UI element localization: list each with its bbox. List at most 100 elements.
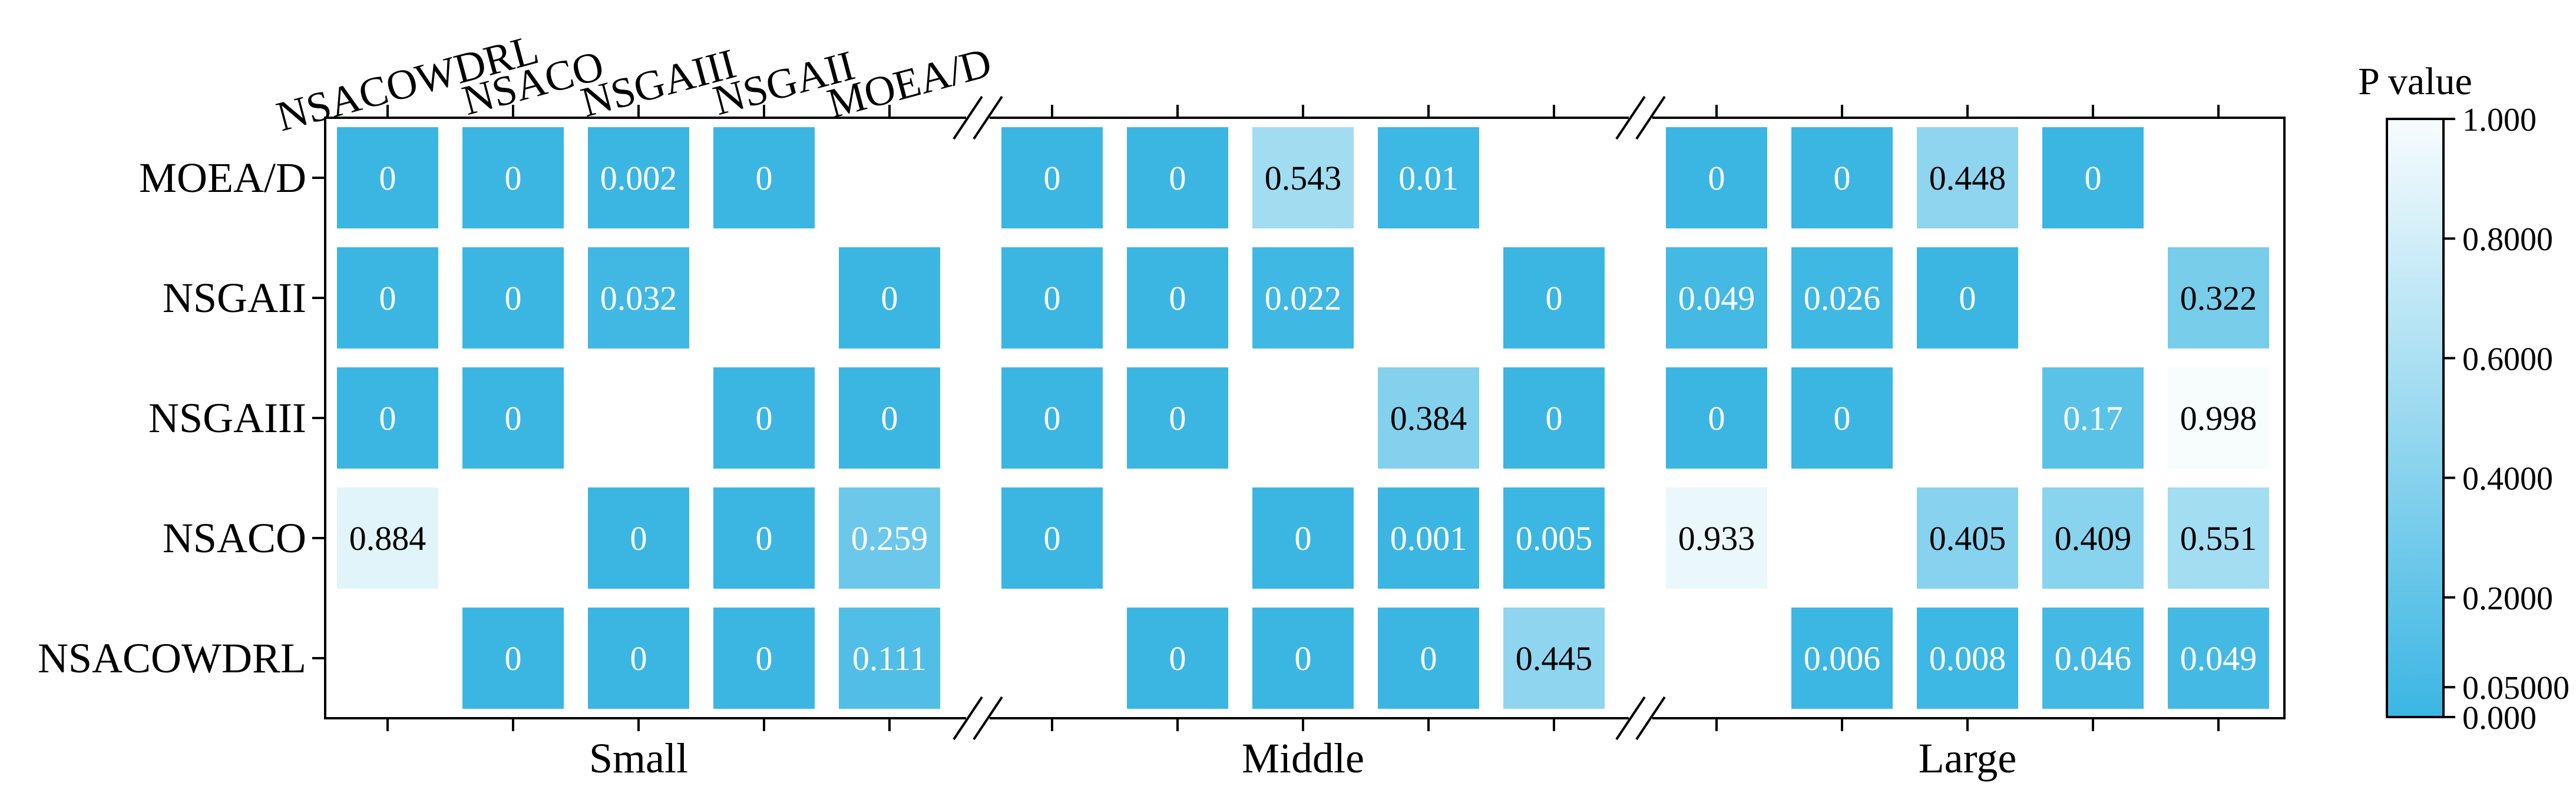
heatmap-cell bbox=[588, 247, 689, 349]
cell-value-label: 0 bbox=[379, 159, 396, 197]
heatmap-cell bbox=[1378, 487, 1479, 589]
heatmap-cell bbox=[337, 487, 438, 589]
cell-value-label: 0 bbox=[1169, 639, 1186, 678]
cell-value-label: 0 bbox=[1044, 279, 1061, 317]
cell-value-label: 0.17 bbox=[2063, 399, 2123, 437]
cell-value-label: 0.049 bbox=[2180, 639, 2257, 678]
cell-value-label: 0 bbox=[756, 639, 773, 678]
cell-value-label: 0 bbox=[1169, 159, 1186, 197]
cell-value-label: 0 bbox=[630, 519, 647, 558]
heatmap-cell bbox=[588, 127, 689, 228]
heatmap-cell bbox=[1666, 247, 1767, 349]
heatmap-cell bbox=[1127, 608, 1228, 709]
cell-value-label: 0.022 bbox=[1265, 279, 1342, 317]
heatmap-cell bbox=[2168, 367, 2269, 469]
heatmap-cell bbox=[2168, 608, 2269, 709]
colorbar-title: P value bbox=[2358, 60, 2472, 103]
heatmap-cell bbox=[2042, 367, 2144, 469]
cell-value-label: 0.005 bbox=[1516, 519, 1593, 558]
heatmap-cell bbox=[1127, 127, 1228, 228]
cell-value-label: 0.032 bbox=[600, 279, 677, 317]
heatmap-cell bbox=[337, 367, 438, 469]
cell-value-label: 0 bbox=[1044, 519, 1061, 558]
heatmap-cell bbox=[1791, 247, 1893, 349]
cell-value-label: 0 bbox=[756, 159, 773, 197]
group-label: Large bbox=[1919, 735, 2017, 782]
heatmap-cell bbox=[1001, 127, 1103, 228]
cell-value-label: 0.543 bbox=[1265, 159, 1342, 197]
cell-value-label: 0 bbox=[1420, 639, 1437, 678]
heatmap-cell bbox=[1666, 367, 1767, 469]
colorbar-tick-label: 0.6000 bbox=[2462, 341, 2553, 377]
cell-value-label: 0.001 bbox=[1390, 519, 1467, 558]
heatmap-cell bbox=[1001, 487, 1103, 589]
axis-break-mark bbox=[1615, 696, 1646, 741]
cell-value-label: 0.322 bbox=[2180, 279, 2257, 317]
heatmap-cell bbox=[1917, 608, 2018, 709]
cell-value-label: 0 bbox=[379, 399, 396, 437]
colorbar-tick-label: 0.05000 bbox=[2462, 670, 2570, 706]
cell-value-label: 0 bbox=[1834, 399, 1851, 437]
cell-value-label: 0 bbox=[1708, 159, 1725, 197]
cell-value-label: 0 bbox=[505, 159, 522, 197]
heatmap-cell bbox=[1503, 247, 1605, 349]
colorbar-bar bbox=[2386, 118, 2445, 718]
colorbar-tick-label: 0.8000 bbox=[2462, 221, 2553, 258]
cell-value-label: 0 bbox=[1044, 159, 1061, 197]
heatmap-cell bbox=[1001, 367, 1103, 469]
cell-value-label: 0.111 bbox=[852, 639, 927, 678]
cell-value-label: 0.884 bbox=[349, 519, 426, 558]
heatmap-cell bbox=[462, 367, 564, 469]
heatmap-cell bbox=[1917, 127, 2018, 228]
cell-value-label: 0 bbox=[1169, 399, 1186, 437]
heatmap-cell bbox=[1252, 247, 1354, 349]
heatmap-cell bbox=[1127, 367, 1228, 469]
axis-break-mark bbox=[953, 696, 983, 741]
row-label: NSGAIII bbox=[148, 394, 306, 442]
heatmap-cell bbox=[1252, 608, 1354, 709]
heatmap-cell bbox=[2042, 487, 2144, 589]
heatmap-cell bbox=[713, 367, 815, 469]
cell-value-label: 0 bbox=[881, 399, 898, 437]
cell-value-label: 0 bbox=[630, 639, 647, 678]
heatmap-cell bbox=[1503, 608, 1605, 709]
cell-value-label: 0.998 bbox=[2180, 399, 2257, 437]
cell-value-label: 0.405 bbox=[1929, 519, 2006, 558]
heatmap-cell bbox=[1001, 247, 1103, 349]
heatmap-cell bbox=[588, 487, 689, 589]
heatmap-cell bbox=[1791, 127, 1893, 228]
cell-value-label: 0 bbox=[1295, 639, 1312, 678]
cell-value-label: 0.933 bbox=[1678, 519, 1755, 558]
heatmap-cell bbox=[839, 367, 940, 469]
cell-value-label: 0 bbox=[1959, 279, 1976, 317]
heatmap-cell bbox=[1378, 367, 1479, 469]
axis-break-mark bbox=[953, 95, 983, 140]
heatmap-cell bbox=[713, 127, 815, 228]
heatmap-cell bbox=[2168, 247, 2269, 349]
colorbar-tick-label: 0.4000 bbox=[2462, 461, 2553, 497]
cell-value-label: 0.049 bbox=[1678, 279, 1755, 317]
axis-break-mark bbox=[973, 696, 1003, 741]
heatmap-cell bbox=[839, 487, 940, 589]
plot-frame bbox=[312, 95, 2286, 741]
axis-break-gap bbox=[1629, 715, 1652, 722]
cell-value-label: 0 bbox=[505, 639, 522, 678]
cell-value-label: 0 bbox=[379, 279, 396, 317]
cell-value-label: 0.384 bbox=[1390, 399, 1467, 437]
cell-value-label: 0.551 bbox=[2180, 519, 2257, 558]
heatmap-cell bbox=[1791, 367, 1893, 469]
cell-value-label: 0.026 bbox=[1804, 279, 1881, 317]
axis-break-gap bbox=[966, 114, 990, 121]
axis-break-mark bbox=[1635, 95, 1666, 140]
heatmap-cell bbox=[713, 608, 815, 709]
colorbar-tick-label: 1.000 bbox=[2462, 102, 2537, 138]
cell-value-label: 0 bbox=[2085, 159, 2102, 197]
group-label: Small bbox=[589, 735, 688, 782]
cell-value-label: 0 bbox=[1546, 399, 1563, 437]
cell-value-label: 0 bbox=[505, 279, 522, 317]
heatmap-cell bbox=[1666, 487, 1767, 589]
heatmap-cell bbox=[462, 127, 564, 228]
heatmap-cell bbox=[337, 127, 438, 228]
heatmap-cell bbox=[1252, 487, 1354, 589]
